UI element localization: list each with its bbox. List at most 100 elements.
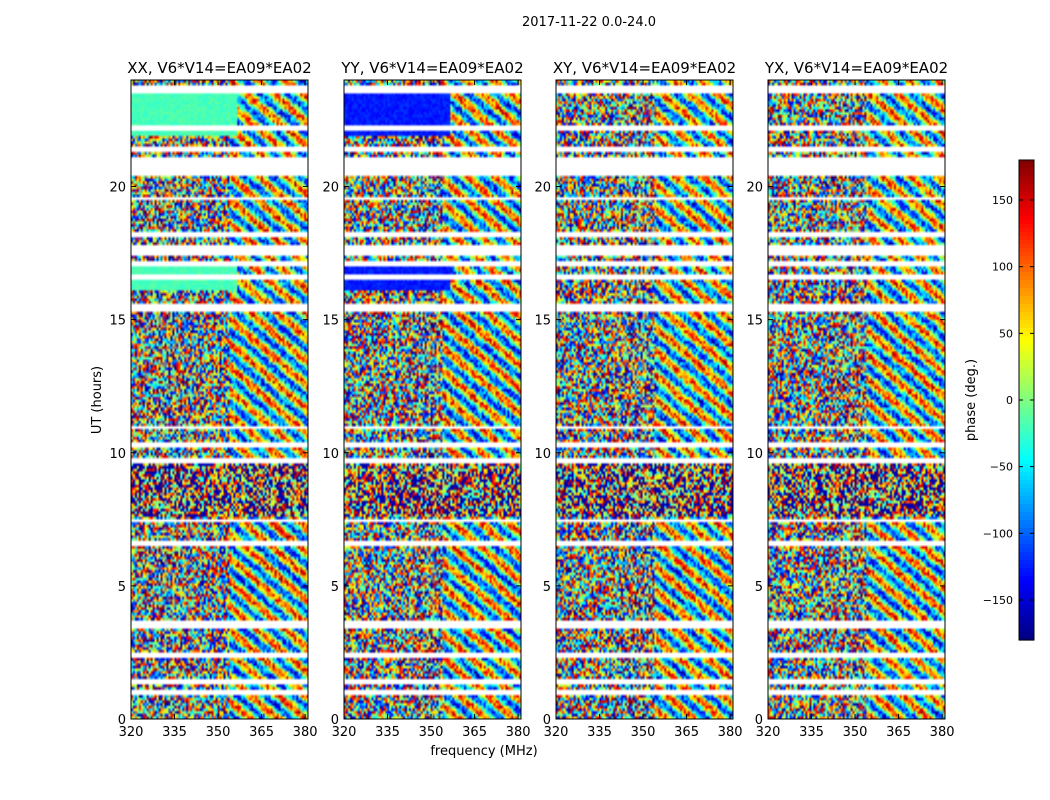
colorbar-segment [1019,424,1034,429]
colorbar-segment [1019,508,1034,513]
colorbar-segment [1019,192,1034,197]
phase-heatmap [768,80,945,719]
colorbar-tick-label: 100 [992,261,1013,274]
colorbar-segment [1019,456,1034,461]
colorbar-segment [1019,552,1034,557]
colorbar-segment [1019,560,1034,565]
y-tick-label: 20 [746,181,763,196]
x-tick-label: 380 [506,725,531,740]
colorbar-segment [1019,624,1034,629]
colorbar-segment [1019,512,1034,517]
panel-frame [767,79,946,720]
colorbar-segment [1019,488,1034,493]
colorbar-segment [1019,616,1034,621]
colorbar-segment [1019,276,1034,281]
colorbar-tick-label: 50 [999,327,1013,340]
colorbar-segment [1019,188,1034,193]
y-axis-label: UT (hours) [90,366,105,434]
y-tick-label: 5 [755,580,763,595]
colorbar-segment [1019,244,1034,249]
colorbar-segment [1019,380,1034,385]
colorbar-segment [1019,588,1034,593]
colorbar-segment [1019,248,1034,253]
colorbar-segment [1019,348,1034,353]
colorbar-segment [1019,484,1034,489]
y-tick-label: 0 [543,713,551,728]
colorbar-segment [1019,384,1034,389]
colorbar-segment [1019,632,1034,637]
colorbar-segment [1019,224,1034,229]
colorbar-segment [1019,296,1034,301]
x-tick-label: 365 [462,725,487,740]
colorbar-segment [1019,344,1034,349]
colorbar-segment [1019,572,1034,577]
colorbar: −150 −100 −50 0 50 100 150 [983,159,1035,641]
y-tick-label: 15 [746,314,763,329]
colorbar-segment [1019,352,1034,357]
colorbar-segment [1019,400,1034,405]
x-tick-label: 365 [674,725,699,740]
colorbar-segment [1019,580,1034,585]
panel-1: YY, V6*V14=EA09*EA02 320 335 350 365 380 0 5 10 1… [322,59,530,740]
colorbar-segment [1019,528,1034,533]
x-tick-label: 380 [718,725,743,740]
colorbar-tick-label: 0 [1006,394,1013,407]
colorbar-segment [1019,168,1034,173]
colorbar-segment [1019,564,1034,569]
colorbar-segment [1019,556,1034,561]
colorbar-segment [1019,320,1034,325]
y-tick-label: 20 [322,181,339,196]
x-tick-label: 335 [375,725,400,740]
colorbar-segment [1019,496,1034,501]
colorbar-segment [1019,412,1034,417]
x-tick-label: 350 [631,725,656,740]
colorbar-tick-label: −100 [983,527,1013,540]
colorbar-segment [1019,480,1034,485]
y-tick-label: 15 [322,314,339,329]
phase-heatmap [344,80,521,719]
panel-frame [130,79,309,720]
x-tick-label: 320 [332,725,357,740]
colorbar-segment [1019,312,1034,317]
colorbar-segment [1019,472,1034,477]
panel-title: XX, V6*V14=EA09*EA02 [127,59,311,77]
panel-frame [343,79,522,720]
colorbar-segment [1019,520,1034,525]
colorbar-segment [1019,440,1034,445]
phase-heatmap [556,80,733,719]
colorbar-segment [1019,160,1034,165]
colorbar-segment [1019,492,1034,497]
y-tick-label: 5 [543,580,551,595]
colorbar-segment [1019,228,1034,233]
colorbar-segment [1019,368,1034,373]
colorbar-segment [1019,476,1034,481]
colorbar-segment [1019,316,1034,321]
panel-title: XY, V6*V14=EA09*EA02 [553,59,736,77]
colorbar-segment [1019,268,1034,273]
colorbar-segment [1019,252,1034,257]
colorbar-segment [1019,468,1034,473]
colorbar-segment [1019,280,1034,285]
phase-heatmap [131,80,308,719]
colorbar-tick-label: 150 [992,194,1013,207]
x-tick-label: 320 [119,725,144,740]
colorbar-segment [1019,324,1034,329]
colorbar-segment [1019,300,1034,305]
colorbar-segment [1019,332,1034,337]
x-tick-label: 365 [886,725,911,740]
y-tick-label: 10 [322,447,339,462]
panel-3: YX, V6*V14=EA09*EA02 320 335 350 365 380 0 5 10 1… [746,59,954,740]
y-tick-label: 5 [331,580,339,595]
colorbar-segment [1019,452,1034,457]
colorbar-segment [1019,272,1034,277]
colorbar-segment [1019,620,1034,625]
colorbar-segment [1019,604,1034,609]
colorbar-segment [1019,612,1034,617]
colorbar-segment [1019,396,1034,401]
x-tick-label: 380 [930,725,955,740]
colorbar-segment [1019,500,1034,505]
colorbar-segment [1019,236,1034,241]
x-axis-label: frequency (MHz) [430,744,537,759]
colorbar-segment [1019,600,1034,605]
